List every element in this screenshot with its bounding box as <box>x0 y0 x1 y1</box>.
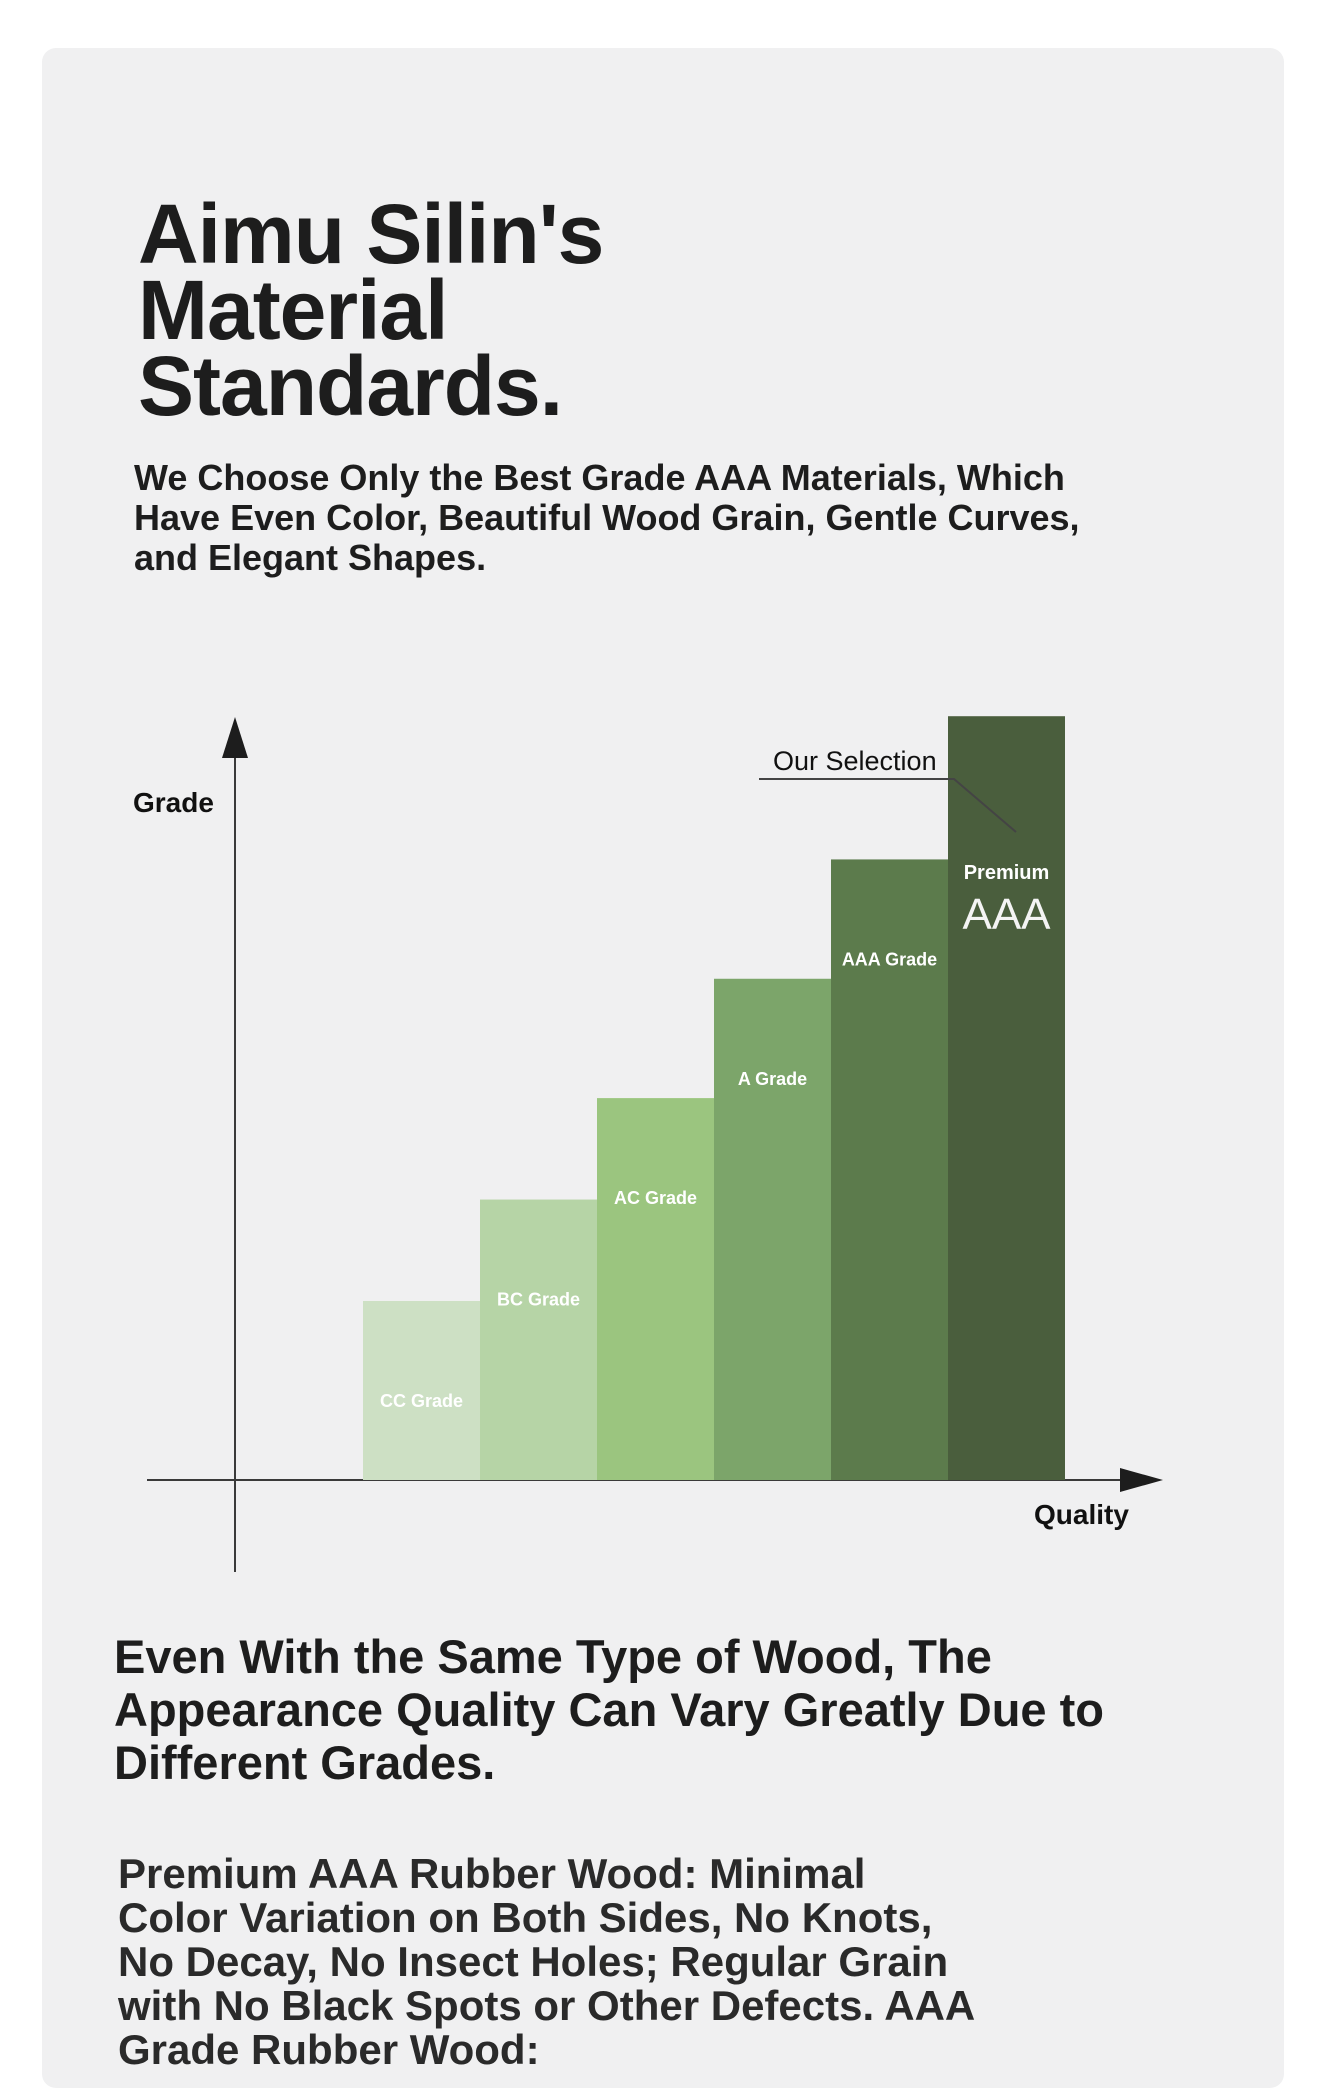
bar-label-4: A Grade <box>738 1069 807 1089</box>
bar-label-premium: Premium <box>964 862 1050 884</box>
bar-label-1: CC Grade <box>380 1391 463 1411</box>
y-axis-label: Grade <box>133 787 214 818</box>
bar-6 <box>948 716 1065 1480</box>
y-axis-arrow <box>222 717 248 758</box>
bar-1 <box>363 1300 480 1480</box>
bar-label-3: AC Grade <box>614 1188 697 1208</box>
section-heading: Even With the Same Type of Wood, The App… <box>114 1630 1104 1789</box>
bar-label-aaa: AAA <box>962 890 1051 939</box>
x-axis-arrow <box>1120 1468 1163 1492</box>
callout-label: Our Selection <box>773 746 937 776</box>
page-subtitle: We Choose Only the Best Grade AAA Materi… <box>134 457 1080 578</box>
bars-group: CC Grade BC Grade AC Grade A Grade AAA Grade… <box>363 716 1065 1480</box>
callout-line <box>759 778 1017 833</box>
grade-description: Premium AAA Rubber Wood: Minimal Color V… <box>118 1850 974 2073</box>
bar-5 <box>831 859 948 1480</box>
bar-4 <box>714 978 831 1480</box>
page-title: Aimu Silin's Material Standards. <box>138 187 604 433</box>
bar-label-5: AAA Grade <box>842 949 937 969</box>
bar-label-2: BC Grade <box>497 1290 580 1310</box>
x-axis-label: Quality <box>1034 1499 1129 1530</box>
bar-3 <box>597 1098 714 1480</box>
content-card <box>42 48 1284 2088</box>
bar-2 <box>480 1199 597 1480</box>
